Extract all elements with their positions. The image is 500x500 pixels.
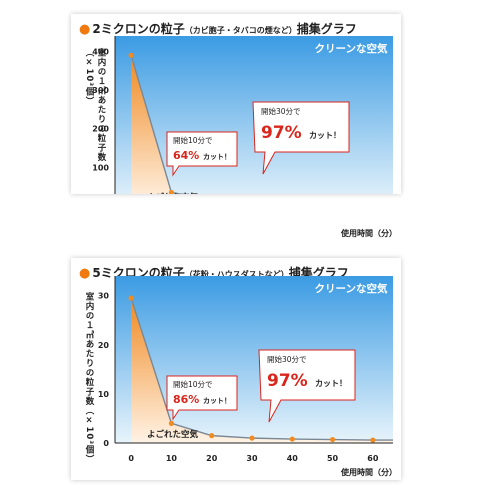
series-line [130, 297, 393, 441]
title-main: 2ミクロンの粒子 [92, 22, 185, 36]
y-tick-label: 20 [98, 341, 110, 350]
callout-bubble-10min [166, 131, 238, 177]
y-tick-label: 100 [92, 163, 109, 172]
callout-cut: カット！ [203, 153, 231, 161]
y-axis-label: 室内の１㎥あたりの粒子数（×10³個） [84, 292, 94, 465]
bullet-icon: ● [79, 266, 91, 281]
y-tick-label: 30 [98, 292, 110, 301]
data-point [209, 433, 215, 439]
title-sub: （花粉・ハウスダストなど） [184, 270, 289, 279]
x-tick-label: 30 [246, 454, 258, 463]
data-point [289, 436, 295, 442]
callout-cut: カット！ [309, 131, 341, 140]
callout-percent: 64% [173, 149, 199, 162]
title-sub: （カビ胞子・タバコの煙など） [184, 26, 297, 35]
callout-text: 開始10分で [173, 135, 213, 145]
callout-cut: カット！ [203, 397, 231, 405]
x-tick-label: 0 [128, 454, 134, 463]
callout-text: 開始30分で [261, 106, 301, 116]
data-point [128, 52, 134, 58]
title-end: 捕集グラフ [296, 22, 357, 36]
callout-percent: 97% [261, 123, 302, 143]
x-tick-label: 50 [327, 454, 339, 463]
clean-air-label: クリーンな空気 [315, 42, 388, 55]
x-tick-label: 40 [287, 454, 299, 463]
dirty-air-area [131, 298, 393, 443]
y-tick-label: 0 [103, 439, 109, 448]
chart-title: ● 2ミクロンの粒子（カビ胞子・タバコの煙など）捕集グラフ [79, 20, 357, 37]
callout-text: 開始30分で [267, 354, 307, 364]
data-point [370, 437, 376, 443]
callout-text: 開始10分で [173, 379, 213, 389]
clean-air-label: クリーンな空気 [315, 282, 388, 295]
x-axis-label: 使用時間（分） [341, 229, 397, 238]
area-chart-2micron: クリーンな空気よごれた空気01002003004000102030405060使… [92, 36, 393, 194]
y-tick-label: 10 [98, 390, 110, 399]
x-tick-label: 10 [166, 454, 178, 463]
callout-bubble-30min [252, 101, 350, 175]
dirty-air-area [131, 55, 180, 194]
callout-cut: カット！ [315, 379, 347, 388]
chart-panel-2micron: ● 2ミクロンの粒子（カビ胞子・タバコの煙など）捕集グラフ 室内の１㎥あたりの粒子… [71, 14, 401, 238]
callout-percent: 86% [173, 393, 199, 406]
data-point [168, 420, 175, 426]
x-tick-label: 60 [367, 454, 379, 463]
series-line [130, 55, 184, 194]
callout-bubble-10min [166, 375, 238, 421]
data-point [249, 435, 255, 441]
data-point [128, 295, 134, 301]
y-tick-label: 200 [92, 125, 109, 134]
y-axis-label: 室内の１㎥あたりの粒子数（×10³個） [84, 48, 106, 162]
data-point [168, 189, 175, 194]
y-tick-label: 300 [92, 86, 109, 95]
callout-bubble-30min [258, 349, 356, 423]
x-tick-label: 20 [206, 454, 218, 463]
bullet-icon: ● [79, 22, 91, 37]
y-tick-label: 400 [92, 47, 109, 56]
chart-panel-5micron: ● 5ミクロンの粒子（花粉・ハウスダストなど）捕集グラフ 室内の１㎥あたりの粒子数… [71, 258, 401, 480]
dirty-air-label: よごれた空気 [147, 429, 199, 440]
callout-percent: 97% [267, 371, 308, 391]
x-axis-title: 使用時間（分） [340, 467, 397, 477]
dirty-air-label: よごれた空気 [147, 192, 199, 194]
data-point [329, 436, 336, 443]
